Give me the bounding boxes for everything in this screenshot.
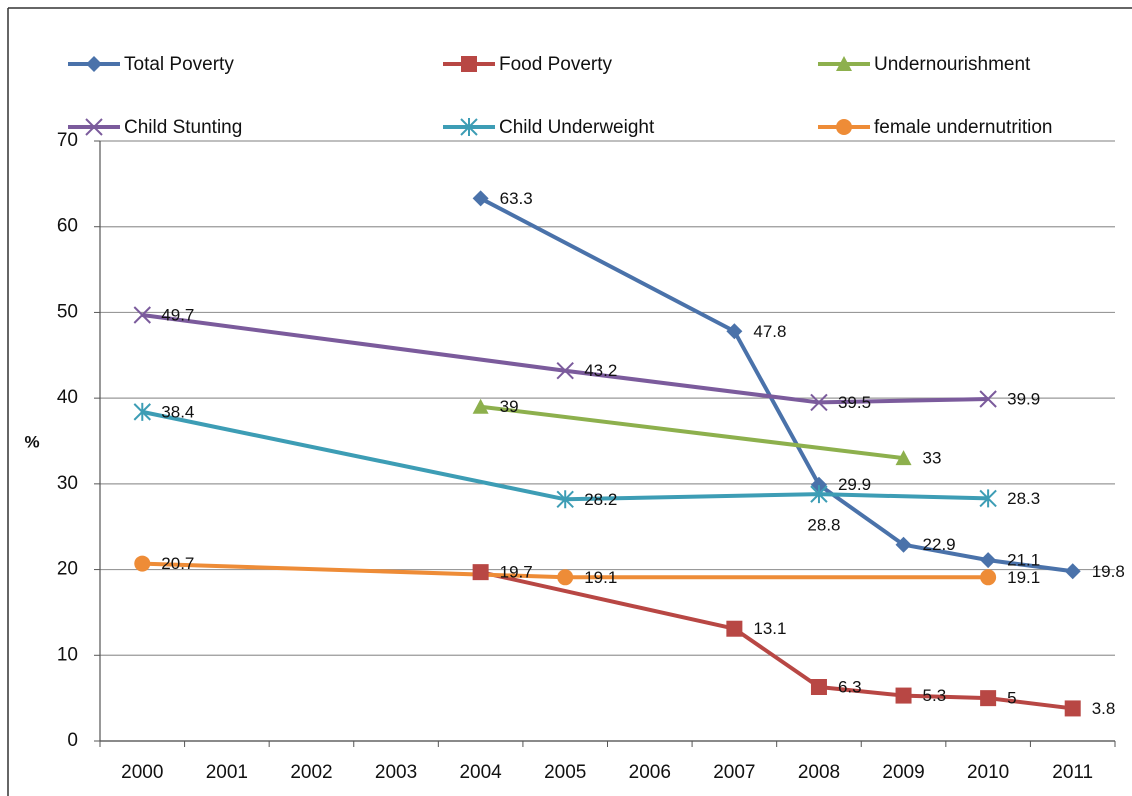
data-point [895, 536, 912, 553]
data-label: 28.2 [584, 490, 617, 509]
y-tick-label: 40 [57, 387, 78, 408]
data-point [895, 450, 912, 466]
data-point [979, 489, 997, 508]
data-point [726, 620, 743, 637]
data-label: 39 [500, 397, 519, 416]
x-tick-label: 2001 [206, 762, 248, 783]
x-tick-label: 2003 [375, 762, 417, 783]
legend-label: Total Poverty [124, 54, 234, 75]
legend-marker [85, 118, 103, 136]
legend-item: Child Stunting [68, 117, 242, 138]
x-tick-label: 2008 [798, 762, 840, 783]
data-label: 39.9 [1007, 389, 1040, 408]
data-label: 29.9 [838, 475, 871, 494]
data-label: 49.7 [161, 305, 194, 324]
x-tick-label: 2011 [1052, 762, 1093, 783]
data-point [133, 306, 151, 324]
series-line [480, 404, 904, 461]
data-point [134, 555, 151, 572]
legend-marker [836, 56, 852, 71]
legend-marker [836, 119, 852, 135]
data-point [980, 552, 997, 569]
series-line [480, 570, 1073, 711]
y-tick-label: 60 [57, 216, 78, 237]
y-tick-label: 0 [67, 730, 78, 751]
data-label: 38.4 [161, 402, 194, 421]
data-point [895, 687, 912, 704]
data-label: 5.3 [923, 686, 947, 705]
x-tick-label: 2006 [629, 762, 671, 783]
legend-label: female undernutrition [874, 117, 1053, 138]
data-label: 47.8 [753, 322, 786, 341]
data-label: 63.3 [500, 189, 533, 208]
data-label: 19.7 [500, 563, 533, 582]
legend-marker [86, 56, 102, 72]
y-tick-label: 10 [57, 644, 78, 665]
data-label: 28.3 [1007, 489, 1040, 508]
series-line [141, 409, 989, 502]
data-label: 19.1 [1007, 568, 1040, 587]
data-point [1064, 563, 1081, 580]
x-tick-label: 2007 [713, 762, 755, 783]
data-label: 39.5 [838, 393, 871, 412]
legend-label: Child Stunting [124, 117, 242, 138]
data-label: 5 [1007, 689, 1016, 708]
y-tick-label: 50 [57, 301, 78, 322]
data-label: 28.8 [807, 516, 840, 535]
legend-item: Undernourishment [818, 54, 1031, 75]
data-point [557, 569, 574, 586]
legend-label: Child Underweight [499, 117, 655, 138]
y-tick-label: 30 [57, 473, 78, 494]
data-label: 22.9 [923, 535, 956, 554]
data-point [1064, 700, 1081, 717]
x-tick-label: 2002 [290, 762, 332, 783]
x-tick-label: 2005 [544, 762, 586, 783]
data-point [472, 398, 489, 414]
data-point [556, 362, 574, 380]
data-point [810, 476, 827, 493]
x-tick-label: 2004 [459, 762, 502, 783]
legend-label: Food Poverty [499, 54, 612, 75]
data-label: 21.1 [1007, 551, 1040, 570]
data-point [133, 402, 151, 421]
data-point [979, 390, 997, 408]
data-label: 19.1 [584, 568, 617, 587]
data-point [810, 679, 827, 695]
data-point [810, 485, 828, 504]
series-line [479, 196, 1073, 574]
data-point [980, 569, 997, 586]
data-label: 13.1 [753, 619, 786, 638]
x-tick-label: 2000 [121, 762, 163, 783]
legend-item: female undernutrition [818, 117, 1053, 138]
legend-item: Total Poverty [68, 54, 234, 75]
legend-marker [460, 118, 478, 136]
data-point [726, 323, 743, 340]
legend-marker [461, 56, 477, 72]
data-label: 6.3 [838, 677, 862, 696]
legend-item: Food Poverty [443, 54, 612, 75]
data-point [810, 393, 828, 412]
data-point [556, 490, 574, 509]
series-line [142, 313, 989, 405]
y-tick-label: 20 [57, 559, 78, 580]
data-label: 19.8 [1092, 562, 1125, 581]
y-tick-label: 70 [57, 130, 78, 151]
data-label: 43.2 [584, 361, 617, 380]
data-label: 20.7 [161, 554, 194, 573]
data-label: 33 [923, 449, 942, 468]
data-label: 3.8 [1092, 699, 1116, 718]
legend-item: Child Underweight [443, 117, 655, 138]
x-tick-label: 2010 [967, 762, 1009, 783]
y-axis-label: % [24, 432, 39, 451]
data-point [472, 190, 489, 207]
data-point [980, 690, 997, 707]
data-point [472, 564, 489, 581]
legend-label: Undernourishment [874, 54, 1031, 75]
x-tick-label: 2009 [882, 762, 924, 783]
